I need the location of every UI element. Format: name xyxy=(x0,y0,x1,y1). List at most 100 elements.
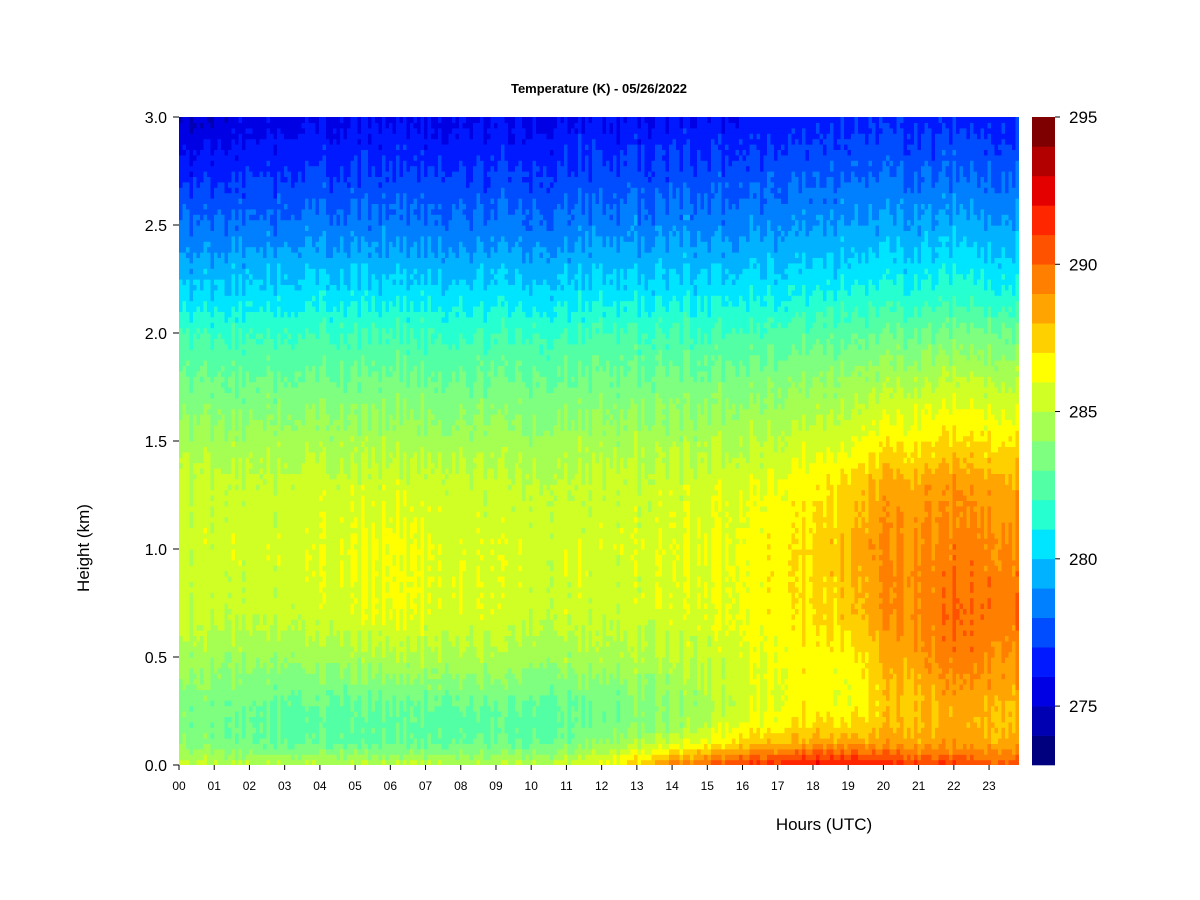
heatmap-cell xyxy=(225,635,229,641)
heatmap-cell xyxy=(274,230,278,236)
heatmap-cell xyxy=(200,479,204,485)
heatmap-cell xyxy=(249,328,253,334)
heatmap-cell xyxy=(312,133,316,139)
heatmap-cell xyxy=(319,646,323,652)
heatmap-cell xyxy=(291,479,295,485)
heatmap-cell xyxy=(190,139,194,145)
heatmap-cell xyxy=(186,689,190,695)
heatmap-cell xyxy=(295,727,299,733)
heatmap-cell xyxy=(239,706,243,712)
heatmap-cell xyxy=(291,322,295,328)
heatmap-cell xyxy=(305,533,309,539)
heatmap-cell xyxy=(249,646,253,652)
heatmap-cell xyxy=(211,203,215,209)
heatmap-cell xyxy=(232,279,236,285)
heatmap-cell xyxy=(291,641,295,647)
heatmap-cell xyxy=(316,382,320,388)
heatmap-cell xyxy=(323,473,327,479)
heatmap-cell xyxy=(298,355,302,361)
heatmap-cell xyxy=(218,144,222,150)
heatmap-cell xyxy=(193,598,197,604)
heatmap-cell xyxy=(309,328,313,334)
heatmap-cell xyxy=(249,176,253,182)
heatmap-cell xyxy=(284,760,288,766)
heatmap-cell xyxy=(183,619,187,625)
heatmap-cell xyxy=(183,214,187,220)
heatmap-cell xyxy=(197,328,201,334)
heatmap-cell xyxy=(274,646,278,652)
heatmap-cell xyxy=(225,700,229,706)
heatmap-cell xyxy=(183,473,187,479)
heatmap-cell xyxy=(312,328,316,334)
heatmap-cell xyxy=(305,392,309,398)
heatmap-cell xyxy=(260,182,264,188)
heatmap-cell xyxy=(312,641,316,647)
heatmap-cell xyxy=(284,182,288,188)
heatmap-cell xyxy=(221,576,225,582)
heatmap-cell xyxy=(302,662,306,668)
heatmap-cell xyxy=(316,490,320,496)
heatmap-cell xyxy=(319,625,323,631)
heatmap-cell xyxy=(309,225,313,231)
heatmap-cell xyxy=(309,684,313,690)
heatmap-cell xyxy=(186,371,190,377)
heatmap-cell xyxy=(249,155,253,161)
heatmap-cell xyxy=(179,290,183,296)
heatmap-cell xyxy=(246,436,250,442)
heatmap-cell xyxy=(211,166,215,172)
heatmap-cell xyxy=(309,695,313,701)
heatmap-cell xyxy=(239,176,243,182)
heatmap-cell xyxy=(267,279,271,285)
heatmap-cell xyxy=(225,760,229,766)
heatmap-cell xyxy=(190,554,194,560)
heatmap-cell xyxy=(323,598,327,604)
heatmap-cell xyxy=(193,484,197,490)
heatmap-cell xyxy=(183,679,187,685)
heatmap-cell xyxy=(263,635,267,641)
heatmap-cell xyxy=(186,128,190,134)
heatmap-cell xyxy=(253,376,257,382)
heatmap-cell xyxy=(228,565,232,571)
heatmap-cell xyxy=(288,630,292,636)
heatmap-cell xyxy=(225,479,229,485)
heatmap-cell xyxy=(291,484,295,490)
heatmap-cell xyxy=(239,376,243,382)
heatmap-cell xyxy=(214,652,218,658)
heatmap-cell xyxy=(239,689,243,695)
heatmap-cell xyxy=(263,430,267,436)
heatmap-cell xyxy=(242,668,246,674)
heatmap-cell xyxy=(246,560,250,566)
heatmap-cell xyxy=(242,479,246,485)
heatmap-cell xyxy=(242,754,246,760)
heatmap-cell xyxy=(207,749,211,755)
heatmap-cell xyxy=(183,657,187,663)
heatmap-cell xyxy=(284,193,288,199)
heatmap-cell xyxy=(295,376,299,382)
heatmap-cell xyxy=(200,722,204,728)
heatmap-cell xyxy=(197,722,201,728)
heatmap-cell xyxy=(309,398,313,404)
heatmap-cell xyxy=(232,230,236,236)
heatmap-cell xyxy=(270,738,274,744)
heatmap-cell xyxy=(218,695,222,701)
heatmap-cell xyxy=(221,479,225,485)
heatmap-cell xyxy=(221,652,225,658)
heatmap-cell xyxy=(309,576,313,582)
heatmap-cell xyxy=(242,279,246,285)
heatmap-cell xyxy=(207,268,211,274)
heatmap-cell xyxy=(197,749,201,755)
heatmap-cell xyxy=(316,214,320,220)
heatmap-cell xyxy=(211,171,215,177)
heatmap-cell xyxy=(207,565,211,571)
heatmap-cell xyxy=(309,176,313,182)
heatmap-cell xyxy=(298,484,302,490)
heatmap-cell xyxy=(186,176,190,182)
heatmap-cell xyxy=(239,511,243,517)
heatmap-cell xyxy=(197,635,201,641)
heatmap-cell xyxy=(225,490,229,496)
heatmap-cell xyxy=(228,430,232,436)
heatmap-cell xyxy=(239,754,243,760)
heatmap-cell xyxy=(298,598,302,604)
heatmap-cell xyxy=(214,371,218,377)
heatmap-cell xyxy=(232,479,236,485)
